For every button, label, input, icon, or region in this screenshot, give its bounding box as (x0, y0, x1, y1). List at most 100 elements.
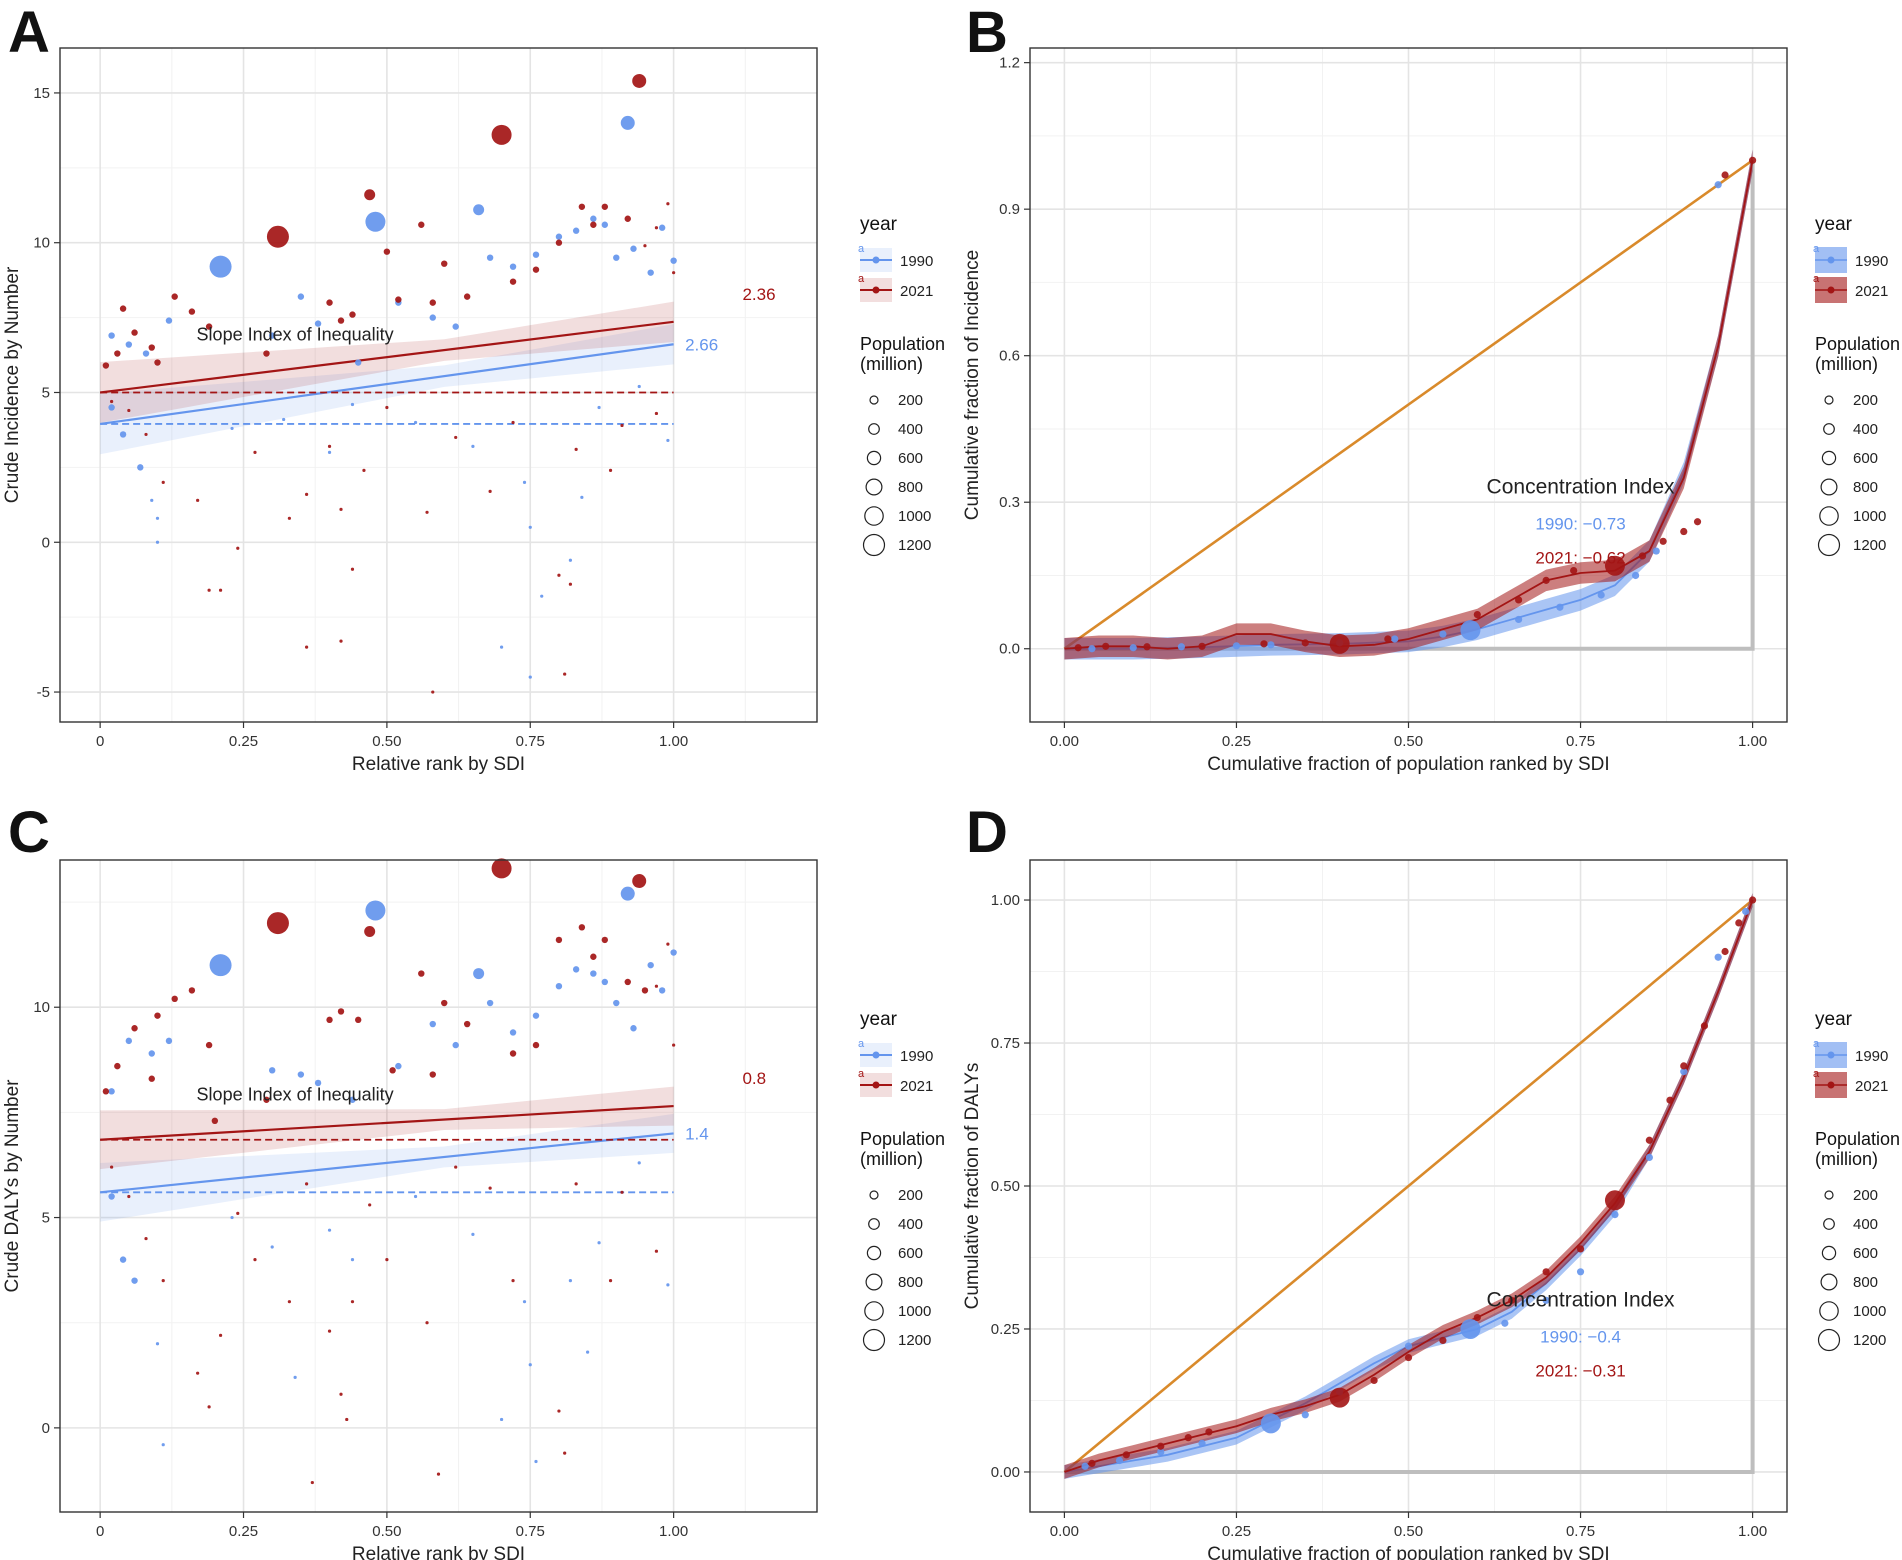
curve-point-1990 (1198, 1439, 1206, 1447)
curve-point-1990 (1439, 630, 1447, 638)
curve-point-1990 (1267, 641, 1275, 649)
data-point-1990 (597, 405, 601, 410)
legend-key-point (872, 286, 880, 294)
data-point-1990 (268, 1067, 276, 1074)
data-point-2021 (429, 299, 436, 306)
x-axis-title: Cumulative fraction of population ranked… (1207, 1544, 1609, 1560)
curve-point-2021 (1576, 1245, 1585, 1253)
legend-size-circle (1819, 1301, 1839, 1321)
legend-size-circle (862, 533, 886, 557)
data-point-2021 (608, 468, 613, 472)
data-point-2021 (304, 645, 309, 649)
data-point-2021 (563, 672, 567, 676)
legend-year-label: 2021 (900, 283, 933, 300)
x-tick-label: 1.00 (1738, 733, 1767, 750)
data-point-1990 (355, 359, 362, 366)
data-point-1990 (119, 431, 127, 438)
legend-year-label: 2021 (1855, 283, 1888, 300)
data-point-2021 (491, 858, 512, 879)
data-point-1990 (365, 211, 386, 232)
curve-point-1990 (1632, 571, 1640, 580)
data-point-1990 (499, 645, 504, 649)
data-point-2021 (385, 405, 389, 410)
panel-d: D 0.00 0.25 0.50 0.75 1.00 0.00 0.25 0.50 0.75 1.0… (962, 800, 1900, 1560)
curve-point-2021 (1473, 1313, 1481, 1322)
data-point-2021 (144, 1236, 148, 1241)
y-tick-label: -5 (37, 684, 50, 701)
curve-point-2021 (1542, 576, 1550, 584)
data-point-1990 (613, 999, 620, 1007)
data-point-2021 (654, 1249, 659, 1253)
legend-key-glyph: a (858, 1038, 865, 1050)
data-point-2021 (207, 588, 211, 592)
curve-point-1990 (1301, 1411, 1309, 1419)
data-point-2021 (532, 1041, 540, 1049)
data-point-1990 (452, 1041, 459, 1049)
data-point-2021 (385, 1258, 389, 1262)
data-point-1990 (486, 254, 494, 261)
x-tick-label: 0.50 (372, 733, 401, 750)
curve-point-1990 (1714, 181, 1722, 189)
data-point-1990 (161, 1443, 165, 1447)
data-point-1990 (350, 1258, 355, 1262)
data-point-1990 (297, 293, 305, 300)
data-point-2021 (110, 399, 114, 404)
data-point-1990 (452, 323, 459, 330)
slope-label-1990: 1.4 (685, 1124, 709, 1143)
legend-size-label: 800 (1853, 479, 1878, 496)
data-point-1990 (297, 1071, 305, 1078)
x-axis-title: Cumulative fraction of population ranked… (1207, 754, 1609, 775)
x-tick-label: 1.00 (1738, 1523, 1767, 1540)
data-point-2021 (463, 293, 471, 300)
legend-size-circle (866, 1245, 882, 1261)
data-point-1990 (108, 332, 115, 339)
data-point-1990 (522, 1300, 527, 1304)
legend-size-label: 1000 (898, 1303, 931, 1320)
plot-border (1029, 859, 1788, 1513)
data-point-2021 (310, 1480, 314, 1485)
data-point-1990 (647, 269, 654, 276)
plot-border (1029, 47, 1788, 723)
data-point-2021 (337, 317, 345, 324)
data-point-2021 (154, 359, 161, 366)
y-tick-label: 1.00 (991, 892, 1020, 909)
curve-point-2021 (1157, 1442, 1165, 1450)
data-point-1990 (131, 1277, 138, 1284)
concentration-value-1990: 1990: −0.4 (1540, 1327, 1621, 1346)
data-point-1990 (534, 1459, 538, 1464)
data-point-2021 (304, 492, 309, 496)
legend-size-label: 1200 (898, 537, 931, 554)
curve-point-2021 (1329, 633, 1350, 654)
data-point-2021 (114, 1062, 121, 1070)
data-point-1990 (349, 1096, 356, 1103)
slope-label-1990: 2.66 (685, 335, 718, 354)
data-point-1990 (155, 516, 160, 520)
x-axis-title: Relative rank by SDI (352, 754, 525, 775)
data-point-2021 (266, 225, 289, 248)
data-point-2021 (620, 423, 624, 428)
data-point-1990 (395, 1062, 402, 1070)
legend-size-circle (1819, 506, 1839, 526)
legend-size-circle (869, 395, 879, 405)
curve-point-2021 (1088, 1459, 1096, 1467)
data-point-2021 (509, 1050, 517, 1057)
curve-point-1990 (1157, 1448, 1165, 1456)
regression-line-2021 (100, 320, 674, 394)
data-point-1990 (568, 1279, 573, 1283)
annotation-slope-index: Slope Index of Inequality (197, 1084, 394, 1104)
legend-year-title: year (860, 1009, 898, 1030)
data-point-2021 (253, 450, 257, 454)
curve-point-1990 (1556, 603, 1564, 611)
data-point-1990 (647, 961, 654, 969)
data-point-2021 (287, 1300, 291, 1304)
x-tick-label: 0.25 (1222, 733, 1251, 750)
data-point-2021 (148, 1075, 155, 1082)
curve-point-1990 (1177, 643, 1185, 651)
curve-point-2021 (1384, 635, 1392, 643)
data-point-1990 (670, 949, 677, 956)
y-tick-label: 0.6 (999, 348, 1020, 365)
data-point-2021 (339, 639, 343, 643)
data-point-2021 (666, 942, 670, 946)
legend-key-point (1827, 256, 1835, 264)
